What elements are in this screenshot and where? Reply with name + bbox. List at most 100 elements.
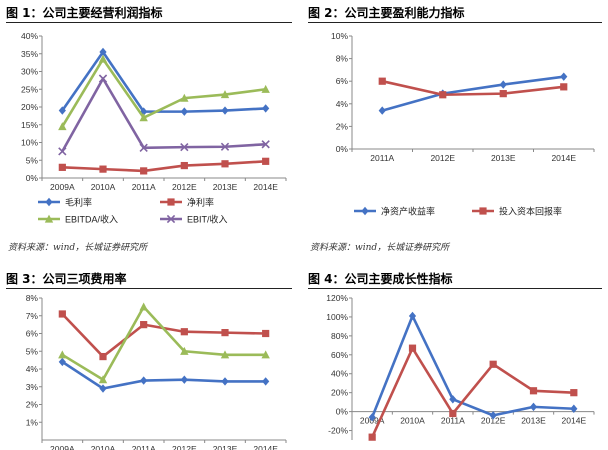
data-point	[99, 47, 107, 57]
legend-swatch-marker	[167, 198, 175, 206]
data-point	[560, 72, 568, 81]
x-tick-label: 2012E	[172, 182, 197, 192]
data-point	[180, 161, 188, 170]
data-point	[180, 93, 189, 102]
data-point	[58, 106, 66, 115]
data-point	[58, 310, 66, 318]
y-tick-label: 1%	[26, 417, 39, 427]
data-point	[261, 350, 270, 359]
x-tick-label: 2014E	[562, 416, 587, 426]
x-tick-label: 2013E	[213, 182, 238, 192]
figure-3-chart: 1% 2% 3% 4% 5% 6% 7% 8% 2009A 2010A 2011A 2012E 2013…	[26, 293, 287, 450]
legend-label: 净资产收益率	[381, 206, 435, 217]
legend-item: EBIT/收入	[160, 214, 228, 225]
figure-1-chart: 0% 5% 10% 15% 20% 25% 30% 35% 40% 2009A 2010A 2011A…	[21, 31, 287, 225]
x-tick-label: 2011A	[132, 444, 156, 450]
series-line	[62, 160, 266, 173]
y-tick-label: 25%	[21, 84, 38, 94]
legend-item: 投入资本回报率	[472, 206, 562, 217]
series-line	[381, 79, 564, 97]
data-point	[140, 376, 148, 385]
series-line	[61, 313, 266, 358]
series-2	[58, 157, 270, 175]
data-point	[221, 106, 229, 115]
y-tick-label: 35%	[21, 49, 38, 59]
data-point	[221, 329, 229, 337]
data-point	[221, 377, 229, 386]
y-tick-label: 20%	[21, 102, 38, 112]
x-tick-label: 2010A	[91, 182, 116, 192]
y-tick-label: 8%	[26, 293, 39, 303]
data-point	[220, 142, 230, 151]
x-tick-label: 2011A	[132, 182, 156, 192]
x-tick-label: 2013E	[521, 416, 546, 426]
legend-label: EBITDA/收入	[65, 214, 118, 225]
y-tick-label: 20%	[331, 388, 348, 398]
figure-2-title-rule	[308, 22, 602, 23]
y-tick-label: 6%	[26, 329, 39, 339]
y-tick-label: 4%	[26, 364, 39, 374]
x-tick-label: 2009A	[50, 444, 75, 450]
legend-item: 净利率	[160, 197, 214, 208]
data-point	[99, 352, 107, 361]
data-point	[180, 107, 188, 116]
data-point	[368, 433, 376, 441]
figure-4-panel: 图 4：公司主要成长性指标 -20% 0% 20% 40% 60% 80% 100% 120%…	[308, 270, 604, 450]
series-line	[61, 57, 266, 128]
data-point	[262, 104, 270, 113]
y-tick-label: 30%	[21, 67, 38, 77]
series-line	[381, 75, 564, 112]
series-line	[61, 77, 266, 153]
series-2	[58, 310, 270, 361]
data-point	[180, 142, 189, 152]
legend-swatch-marker	[361, 206, 369, 216]
figure-4-title-rule	[308, 288, 602, 289]
series-1	[368, 311, 578, 422]
data-point	[408, 311, 417, 321]
y-tick-label: 0%	[336, 144, 349, 154]
data-point	[99, 384, 107, 393]
y-tick-label: 10%	[331, 31, 348, 41]
series-line	[370, 346, 574, 438]
legend-item: 净资产收益率	[354, 206, 435, 217]
y-tick-label: 40%	[21, 31, 38, 41]
figure-3-panel: 图 3：公司三项费用率 1% 2% 3% 4% 5% 6% 7% 8% 2009A 2010A 20…	[6, 270, 294, 450]
data-point	[98, 54, 108, 63]
data-point	[378, 106, 386, 115]
series-3	[58, 54, 270, 131]
y-tick-label: 4%	[336, 99, 349, 109]
data-point	[439, 91, 447, 99]
figure-4-chart: -20%0%20%40%60%80%100%120%2009A2010A2011…	[326, 293, 595, 441]
y-tick-label: 2%	[336, 121, 349, 131]
data-point	[378, 77, 386, 85]
data-point	[140, 167, 148, 175]
figure-1-source: 资料来源：wind，长城证券研究所	[8, 243, 148, 253]
legend-label: 投入资本回报率	[499, 206, 562, 217]
data-point	[99, 165, 107, 173]
series-line	[61, 305, 266, 381]
data-point	[58, 350, 67, 359]
figure-2-chart: 0% 2% 4% 6% 8% 10% 2011A 2012E 2013E 2014E 净资产收益率 投…	[331, 31, 595, 217]
series-2	[368, 344, 578, 441]
y-tick-label: -20%	[328, 426, 348, 436]
data-point	[58, 163, 66, 171]
legend-swatch-marker	[44, 214, 54, 223]
legend-swatch-marker	[166, 214, 176, 224]
x-tick-label: 2014E	[253, 182, 278, 192]
figure-2-source: 资料来源：wind，长城证券研究所	[310, 243, 450, 253]
data-point	[180, 346, 189, 355]
data-point	[408, 344, 417, 352]
series-line	[61, 50, 266, 113]
data-point	[262, 329, 270, 338]
y-tick-label: 2%	[26, 400, 39, 410]
data-point	[499, 90, 507, 98]
y-tick-label: 6%	[336, 76, 349, 86]
legend-item: EBITDA/收入	[38, 214, 118, 225]
x-tick-label: 2010A	[91, 444, 116, 450]
y-tick-label: 0%	[336, 407, 349, 417]
y-tick-label: 80%	[331, 331, 348, 341]
y-tick-label: 8%	[336, 54, 349, 64]
legend-item: 毛利率	[38, 197, 92, 208]
series-1	[58, 357, 270, 393]
legend: 净资产收益率 投入资本回报率	[354, 206, 562, 217]
